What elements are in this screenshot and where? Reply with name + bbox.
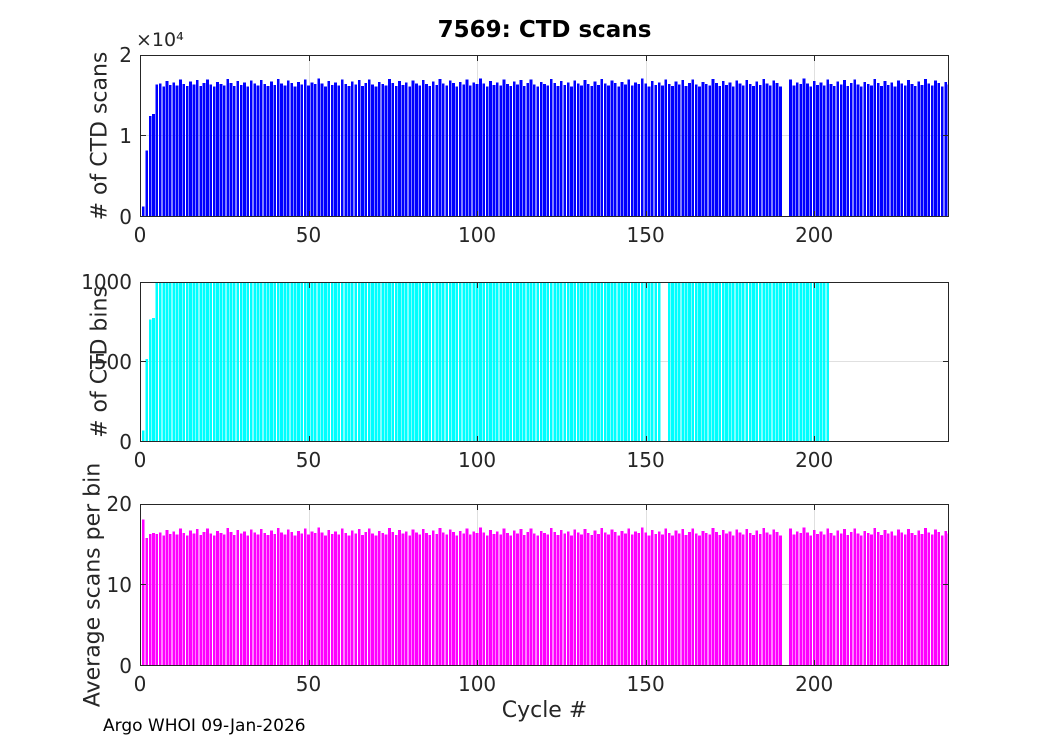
avg-scans-per-bin-x-tick-label: 200: [795, 672, 834, 696]
ctd-bins-x-tick-label: 200: [795, 448, 834, 472]
avg-scans-per-bin-x-tick-label: 50: [295, 672, 322, 696]
x-axis-label: Cycle #: [501, 698, 588, 723]
ctd-scans-y-tick-label: 0: [119, 205, 132, 229]
y-axis-exponent: ×10⁴: [136, 29, 184, 51]
avg-scans-per-bin-y-tick-label: 20: [106, 492, 132, 516]
ctd-bins-x-tick-label: 100: [457, 448, 497, 472]
ctd-bins-y-tick-label: 500: [93, 350, 132, 374]
ctd-scans-y-tick-label: 1: [119, 124, 132, 148]
ctd-bins-chart: [140, 282, 949, 442]
avg-scans-per-bin-chart: [140, 504, 949, 666]
ctd-bins-y-tick-label: 0: [119, 430, 132, 454]
avg-scans-per-bin-x-tick-label: 100: [457, 672, 497, 696]
ctd-bins-x-tick-label: 0: [133, 448, 147, 472]
ctd-scans-x-tick-label: 50: [295, 223, 322, 247]
ctd-scans-x-tick-label: 100: [457, 223, 497, 247]
ctd-scans-x-tick-label: 0: [133, 223, 147, 247]
ctd-scans-chart: [140, 55, 949, 217]
avg-scans-per-bin-x-tick-label: 150: [626, 672, 665, 696]
footer-annotation: Argo WHOI 09-Jan-2026: [103, 716, 306, 736]
ctd-scans-x-tick-label: 200: [795, 223, 834, 247]
avg-scans-per-bin-y-tick-label: 10: [106, 573, 132, 597]
ctd-scans-x-tick-label: 150: [626, 223, 665, 247]
figure-title: 7569: CTD scans: [437, 17, 652, 43]
ctd-bins-x-tick-label: 50: [295, 448, 322, 472]
avg-scans-per-bin-y-tick-label: 0: [119, 654, 132, 678]
ctd-bins-x-tick-label: 150: [626, 448, 665, 472]
ctd-scans-y-tick-label: 2: [119, 43, 132, 67]
avg-scans-per-bin-x-tick-label: 0: [133, 672, 147, 696]
ctd-bins-y-tick-label: 1000: [81, 270, 132, 294]
